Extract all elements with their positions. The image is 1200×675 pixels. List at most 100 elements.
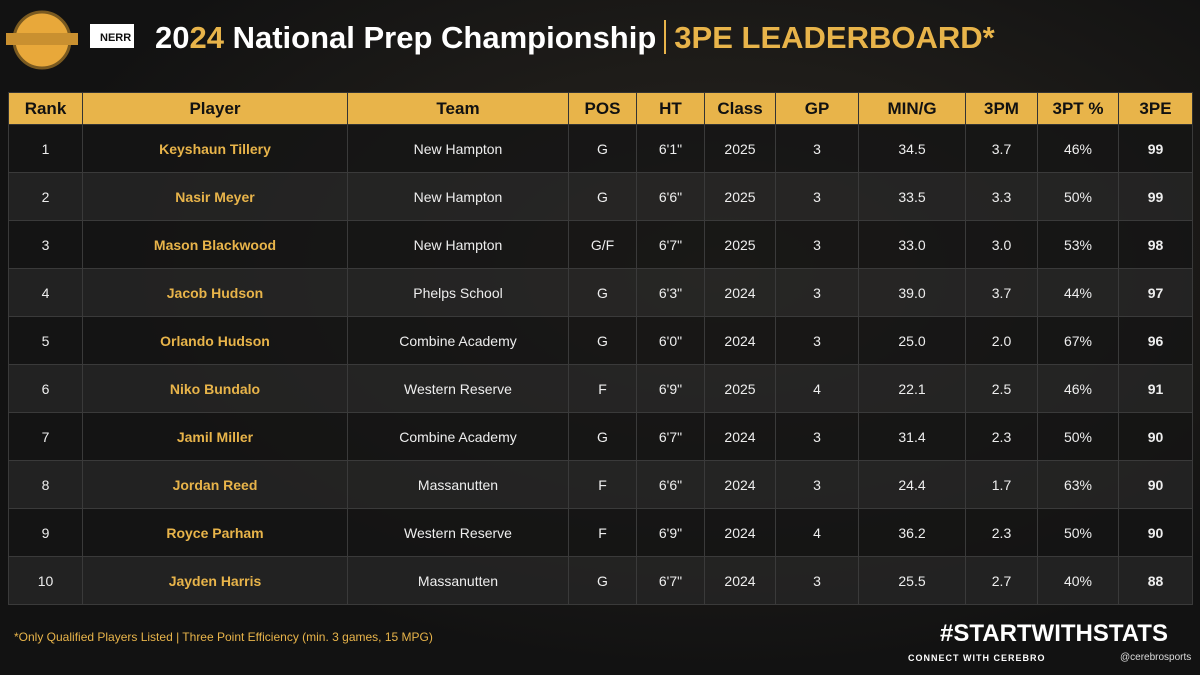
table-cell: 2024: [704, 460, 776, 509]
column-header: Class: [704, 92, 776, 125]
table-cell: 40%: [1037, 556, 1119, 605]
separator: [664, 20, 667, 54]
table-cell: 90: [1118, 508, 1193, 557]
logo-text: NERR: [100, 32, 131, 44]
table-cell: 44%: [1037, 268, 1119, 317]
table-cell: 67%: [1037, 316, 1119, 365]
table-cell: 2024: [704, 412, 776, 461]
table-cell: 3.7: [965, 124, 1038, 173]
title-mark: *: [982, 20, 995, 55]
table-cell: 25.5: [858, 556, 966, 605]
table-cell: G: [568, 412, 637, 461]
table-cell: Combine Academy: [347, 316, 569, 365]
table-cell: Royce Parham: [82, 508, 348, 557]
table-cell: 1: [8, 124, 83, 173]
table-cell: 10: [8, 556, 83, 605]
table-cell: 3.0: [965, 220, 1038, 269]
table-cell: G: [568, 172, 637, 221]
table-cell: 4: [775, 508, 859, 557]
table-cell: Massanutten: [347, 460, 569, 509]
table-cell: Western Reserve: [347, 364, 569, 413]
table-cell: 2.3: [965, 412, 1038, 461]
title-prefix: 20: [155, 20, 190, 55]
table-cell: 34.5: [858, 124, 966, 173]
title-highlight: 24: [189, 20, 224, 55]
table-cell: G: [568, 268, 637, 317]
table-cell: Jordan Reed: [82, 460, 348, 509]
table-cell: 8: [8, 460, 83, 509]
table-cell: 3: [775, 316, 859, 365]
handle: @cerebrosports: [1120, 652, 1192, 663]
table-cell: 2.5: [965, 364, 1038, 413]
table-cell: 33.0: [858, 220, 966, 269]
table-cell: 4: [775, 364, 859, 413]
table-cell: New Hampton: [347, 124, 569, 173]
table-cell: Combine Academy: [347, 412, 569, 461]
table-cell: G: [568, 124, 637, 173]
table-cell: 36.2: [858, 508, 966, 557]
table-cell: 2.0: [965, 316, 1038, 365]
table-cell: 50%: [1037, 412, 1119, 461]
table-cell: 50%: [1037, 172, 1119, 221]
table-cell: 1.7: [965, 460, 1038, 509]
table-cell: 3: [775, 220, 859, 269]
table-row: 7 Jamil Miller Combine Academy G 6'7" 2024 3 31…: [8, 412, 1193, 461]
table-cell: 6'0": [636, 316, 705, 365]
table-cell: Phelps School: [347, 268, 569, 317]
table-cell: 2025: [704, 124, 776, 173]
table-row: 5 Orlando Hudson Combine Academy G 6'0" 2024 3…: [8, 316, 1193, 365]
column-header: 3PT %: [1037, 92, 1119, 125]
table-cell: 24.4: [858, 460, 966, 509]
table-cell: 4: [8, 268, 83, 317]
table-cell: 3: [8, 220, 83, 269]
table-cell: 53%: [1037, 220, 1119, 269]
table-cell: New Hampton: [347, 172, 569, 221]
table-row: 9 Royce Parham Western Reserve F 6'9" 2024 4 36…: [8, 508, 1193, 557]
table-cell: New Hampton: [347, 220, 569, 269]
table-cell: F: [568, 364, 637, 413]
table-cell: 2024: [704, 556, 776, 605]
header-row: Rank Player Team POS HT Class GP MIN/G 3PM 3PT % 3…: [8, 92, 1193, 125]
table-cell: 96: [1118, 316, 1193, 365]
table-cell: 98: [1118, 220, 1193, 269]
hashtag: #STARTWITHSTATS: [940, 620, 1168, 647]
title-section: 3PE LEADERBOARD: [674, 20, 983, 55]
table-cell: Western Reserve: [347, 508, 569, 557]
column-header: POS: [568, 92, 637, 125]
table-cell: 6'1": [636, 124, 705, 173]
table-cell: Jacob Hudson: [82, 268, 348, 317]
table-cell: G: [568, 316, 637, 365]
column-header: Team: [347, 92, 569, 125]
table-cell: 6'9": [636, 364, 705, 413]
table-cell: 31.4: [858, 412, 966, 461]
table-cell: 88: [1118, 556, 1193, 605]
column-header: GP: [775, 92, 859, 125]
table-cell: 3: [775, 412, 859, 461]
table-cell: Keyshaun Tillery: [82, 124, 348, 173]
table-cell: 63%: [1037, 460, 1119, 509]
table-body: 1 Keyshaun Tillery New Hampton G 6'1" 2025 3 34…: [8, 124, 1193, 605]
table-cell: 2.3: [965, 508, 1038, 557]
table-cell: 2024: [704, 316, 776, 365]
table-cell: Mason Blackwood: [82, 220, 348, 269]
table-row: 4 Jacob Hudson Phelps School G 6'3" 2024 3 39.0…: [8, 268, 1193, 317]
table-row: 3 Mason Blackwood New Hampton G/F 6'7" 2025 3 3…: [8, 220, 1193, 269]
table-cell: 2025: [704, 220, 776, 269]
table-cell: 2.7: [965, 556, 1038, 605]
table-cell: 3: [775, 268, 859, 317]
column-header: 3PE: [1118, 92, 1193, 125]
table-cell: 46%: [1037, 124, 1119, 173]
table-cell: 3: [775, 172, 859, 221]
table-cell: 9: [8, 508, 83, 557]
footnote: *Only Qualified Players Listed | Three P…: [14, 630, 433, 644]
table-row: 2 Nasir Meyer New Hampton G 6'6" 2025 3 33.5 3.3…: [8, 172, 1193, 221]
table-cell: Orlando Hudson: [82, 316, 348, 365]
table-cell: 2024: [704, 268, 776, 317]
table-cell: 3: [775, 124, 859, 173]
table-cell: 90: [1118, 412, 1193, 461]
table-row: 1 Keyshaun Tillery New Hampton G 6'1" 2025 3 34…: [8, 124, 1193, 173]
table-cell: Jamil Miller: [82, 412, 348, 461]
table-cell: Niko Bundalo: [82, 364, 348, 413]
logo-banner: [6, 33, 78, 45]
table-cell: 6'7": [636, 556, 705, 605]
